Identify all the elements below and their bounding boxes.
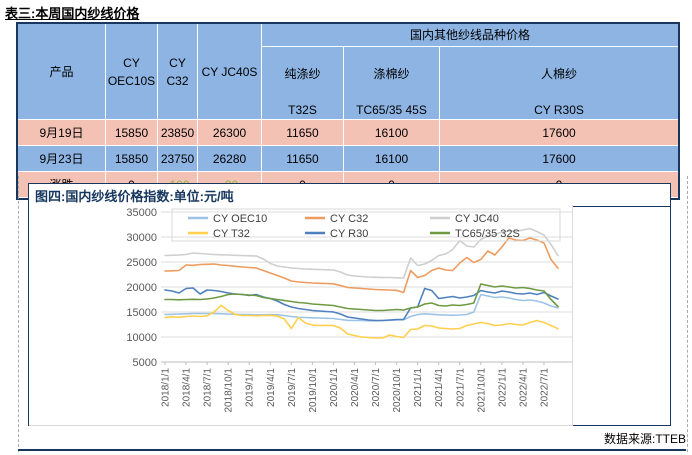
y-axis-label: 30000 — [126, 232, 157, 244]
data-source-note: 数据来源:TTEB — [603, 432, 686, 446]
value-cell: 11650 — [262, 120, 344, 146]
x-axis-label: 2021/10/1 — [476, 368, 487, 413]
header-product: 产品 — [18, 24, 106, 120]
row-label-cell: 9月23日 — [18, 146, 106, 172]
header-group-other-yarns: 国内其他纱线品种价格 — [262, 24, 679, 47]
table-row: 9月23日 15850 23750 26280 11650 16100 17600 — [18, 146, 679, 172]
series-line-tc65-35-32s — [164, 283, 559, 312]
x-axis-label: 2020/1/1 — [329, 368, 340, 407]
row-label-cell: 9月19日 — [18, 120, 106, 146]
series-line-cy-t32 — [164, 304, 559, 339]
x-axis-label: 2021/7/1 — [455, 368, 466, 407]
value-cell: 15850 — [106, 146, 158, 172]
table-title: 表三:本周国内纱线价格 — [5, 6, 140, 21]
table-row: 9月19日 15850 23850 26300 11650 16100 17600 — [18, 120, 679, 146]
x-axis-label: 2019/7/1 — [287, 368, 298, 407]
yarn-price-chart-svg: 35000 30000 25000 20000 15000 10000 5000 2018/1… — [126, 207, 572, 413]
x-axis-label: 2020/7/1 — [371, 368, 382, 407]
y-axis-label: 10000 — [126, 332, 157, 344]
chart-legend: CY OEC10 CY C32 CY JC40 CY T32 CY R30 TC65/35… — [171, 208, 561, 242]
header-r30s: 人棉纱 CY R30S — [440, 47, 679, 120]
header-tc6535-line2: TC65/35 45S — [356, 103, 427, 117]
yarn-price-table: 产品 CY OEC10S CY C32 CY JC40S 国内其他纱线品种价格 … — [16, 22, 681, 200]
x-axis-label: 2021/1/1 — [413, 368, 424, 407]
figure-box: 图四:国内纱线价格指数:单位:元/吨 35000 30000 25000 20000 1… — [28, 183, 671, 426]
header-tc6535: 涤棉纱 TC65/35 45S — [344, 47, 440, 120]
bottom-rule — [18, 449, 686, 451]
x-axis-label: 2021/4/1 — [434, 368, 445, 407]
value-cell: 26300 — [198, 120, 262, 146]
y-axis-label: 35000 — [126, 207, 157, 219]
x-axis-label: 2018/1/1 — [161, 368, 172, 407]
x-axis-label: 2020/4/1 — [350, 368, 361, 407]
figure-title: 图四:国内纱线价格指数:单位:元/吨 — [29, 184, 670, 207]
x-axis-label: 2022/7/1 — [539, 368, 550, 407]
value-cell: 23750 — [158, 146, 198, 172]
table-header: 产品 CY OEC10S CY C32 CY JC40S 国内其他纱线品种价格 … — [18, 24, 679, 120]
chart-object: 35000 30000 25000 20000 15000 10000 5000 2018/1… — [29, 205, 573, 426]
header-r30s-line2: CY R30S — [534, 103, 584, 117]
legend-label: CY T32 — [213, 228, 250, 240]
value-cell: 17600 — [440, 120, 679, 146]
series-line-cy-jc40 — [164, 227, 559, 279]
value-cell: 26280 — [198, 146, 262, 172]
legend-label: CY C32 — [330, 213, 368, 225]
value-cell: 15850 — [106, 120, 158, 146]
header-t32s: 纯涤纱 T32S — [262, 47, 344, 120]
right-margin-guide — [687, 176, 688, 452]
legend-label: CY R30 — [330, 228, 368, 240]
y-axis-label: 5000 — [133, 357, 157, 369]
header-t32s-line2: T32S — [288, 103, 317, 117]
x-axis-label: 2018/4/1 — [182, 368, 193, 407]
header-cy-oec10s: CY OEC10S — [106, 24, 158, 120]
x-axis-label: 2019/10/1 — [308, 368, 319, 413]
legend-label: CY JC40 — [455, 213, 499, 225]
value-cell: 16100 — [344, 146, 440, 172]
value-cell: 23850 — [158, 120, 198, 146]
y-axis-label: 20000 — [126, 282, 157, 294]
y-axis-label: 15000 — [126, 307, 157, 319]
value-cell: 16100 — [344, 120, 440, 146]
series-line-cy-c32 — [164, 237, 559, 294]
header-cy-jc40s: CY JC40S — [198, 24, 262, 120]
x-axis: 2018/1/1 2018/4/1 2018/7/1 2018/10/1 2019/1/… — [161, 362, 550, 413]
x-axis-label: 2018/7/1 — [203, 368, 214, 407]
x-axis-label: 2022/1/1 — [497, 368, 508, 407]
x-axis-label: 2022/4/1 — [518, 368, 529, 407]
x-axis-label: 2019/4/1 — [266, 368, 277, 407]
x-axis-label: 2020/10/1 — [392, 368, 403, 413]
header-t32s-line1: 纯涤纱 — [284, 67, 321, 81]
x-axis-label: 2018/10/1 — [224, 368, 235, 413]
series-line-cy-oec10 — [164, 293, 559, 322]
header-r30s-line1: 人棉纱 — [541, 67, 578, 81]
y-axis-label: 25000 — [126, 257, 157, 269]
header-cy-c32: CY C32 — [158, 24, 198, 120]
header-tc6535-line1: 涤棉纱 — [373, 67, 410, 81]
series-line-cy-r30 — [164, 287, 559, 322]
legend-label: CY OEC10 — [213, 213, 267, 225]
left-margin-guide — [18, 176, 19, 452]
value-cell: 17600 — [440, 146, 679, 172]
legend-label: TC65/35 32S — [455, 228, 520, 240]
x-axis-label: 2019/1/1 — [245, 368, 256, 407]
value-cell: 11650 — [262, 146, 344, 172]
